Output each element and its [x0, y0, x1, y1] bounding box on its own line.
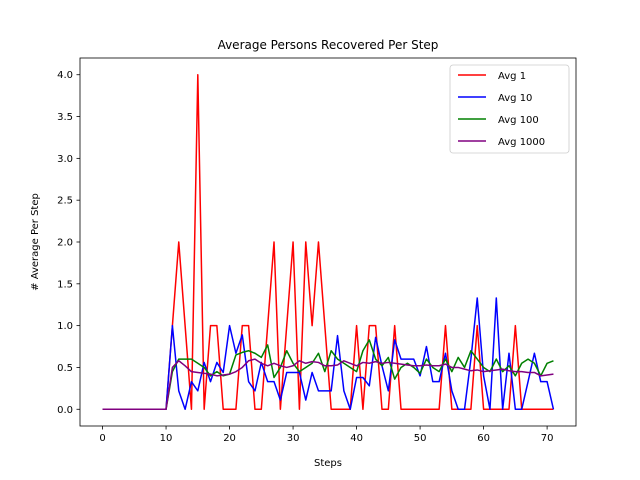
x-tick-label: 70 — [541, 433, 554, 444]
y-tick-label: 1.0 — [57, 321, 73, 332]
x-tick-label: 0 — [99, 433, 105, 444]
legend-label-avg-1000: Avg 1000 — [498, 137, 545, 148]
y-tick-label: 3.5 — [57, 112, 73, 123]
x-tick-label: 60 — [477, 433, 490, 444]
series-line-avg-1 — [102, 73, 554, 411]
y-tick-label: 0.0 — [57, 405, 73, 416]
y-axis-label: # Average Per Step — [30, 193, 41, 291]
x-tick-label: 20 — [223, 433, 236, 444]
legend-box — [449, 64, 570, 154]
x-tick-label: 10 — [160, 433, 173, 444]
y-tick-label: 2.5 — [57, 196, 73, 207]
x-tick-label: 50 — [414, 433, 427, 444]
y-tick-label: 1.5 — [57, 279, 73, 290]
plot-lines — [102, 73, 555, 411]
y-tick-label: 4.0 — [57, 70, 73, 81]
legend-label-avg-1: Avg 1 — [498, 71, 526, 82]
x-tick-label: 30 — [287, 433, 300, 444]
legend-label-avg-100: Avg 100 — [498, 115, 539, 126]
legend: Avg 1 Avg 10 Avg 100 Avg 1000 — [449, 64, 570, 154]
legend-label-avg-10: Avg 10 — [498, 93, 532, 104]
x-axis-label: Steps — [314, 458, 342, 469]
series-line-avg-1000 — [102, 358, 554, 411]
x-tick-label: 40 — [350, 433, 363, 444]
y-tick-label: 0.5 — [57, 363, 73, 374]
y-axis: 0.0 0.5 1.0 1.5 2.0 2.5 3.0 3.5 4.0 — [57, 70, 80, 416]
y-tick-label: 3.0 — [57, 154, 73, 165]
y-tick-label: 2.0 — [57, 238, 73, 249]
chart-title: Average Persons Recovered Per Step — [218, 38, 439, 52]
x-axis: 0 10 20 30 40 50 60 70 — [99, 426, 553, 444]
series-line-avg-10 — [102, 297, 555, 411]
